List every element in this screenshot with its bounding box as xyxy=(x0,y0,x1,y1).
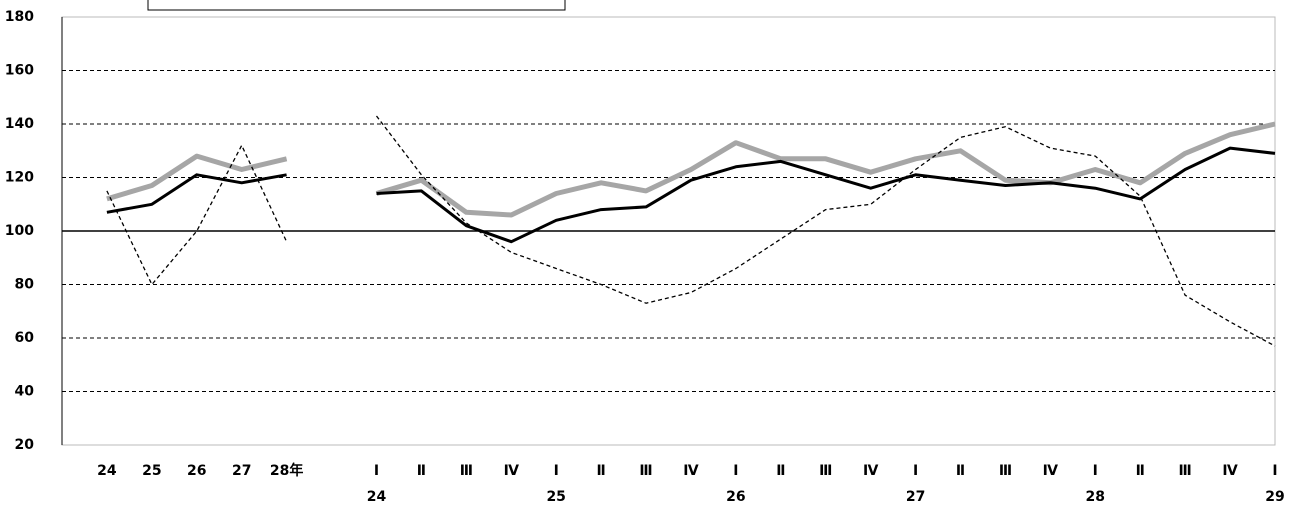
x-tick-label: Ⅳ xyxy=(1222,463,1238,479)
x-tick-label: Ⅱ xyxy=(776,463,785,479)
x-sub-label: 24 xyxy=(367,489,387,505)
x-tick-label: 27 xyxy=(232,463,251,479)
y-tick-label: 60 xyxy=(15,330,35,346)
x-tick-label: Ⅳ xyxy=(683,463,699,479)
x-tick-label: 25 xyxy=(142,463,161,479)
x-tick-label: Ⅰ xyxy=(1093,463,1098,479)
legend-box xyxy=(147,0,566,11)
x-tick-label: Ⅲ xyxy=(639,463,652,479)
x-sub-label: 25 xyxy=(546,489,565,505)
x-tick-label: Ⅰ xyxy=(554,463,559,479)
x-tick-label: 26 xyxy=(187,463,206,479)
x-tick-label: Ⅳ xyxy=(1043,463,1059,479)
x-tick-label: Ⅰ xyxy=(374,463,379,479)
x-tick-label: Ⅳ xyxy=(863,463,879,479)
series-line xyxy=(106,146,1276,244)
x-sub-label: 27 xyxy=(906,489,925,505)
x-tick-label: Ⅰ xyxy=(913,463,918,479)
x-sub-label: 29 xyxy=(1265,489,1284,505)
y-tick-label: 140 xyxy=(5,116,34,132)
x-tick-label: Ⅱ xyxy=(1136,463,1145,479)
x-sub-label: 26 xyxy=(726,489,745,505)
x-tick-label: Ⅲ xyxy=(819,463,832,479)
x-sub-label: 28 xyxy=(1086,489,1105,505)
y-tick-label: 100 xyxy=(5,223,34,239)
x-tick-label: Ⅰ xyxy=(733,463,738,479)
x-tick-label: Ⅲ xyxy=(1179,463,1192,479)
x-tick-label: 24 xyxy=(97,463,117,479)
y-tick-label: 80 xyxy=(15,277,35,293)
x-tick-label: Ⅰ xyxy=(1272,463,1277,479)
y-tick-label: 160 xyxy=(5,63,34,79)
x-tick-label: Ⅳ xyxy=(504,463,520,479)
x-tick-label: Ⅱ xyxy=(596,463,605,479)
y-tick-label: 120 xyxy=(5,170,34,186)
x-tick-label: Ⅲ xyxy=(999,463,1012,479)
x-tick-label: Ⅱ xyxy=(417,463,426,479)
y-tick-label: 40 xyxy=(15,384,35,400)
x-tick-label: Ⅱ xyxy=(956,463,965,479)
series-line xyxy=(106,121,1276,218)
series-line xyxy=(106,115,1276,347)
y-tick-label: 20 xyxy=(15,437,35,453)
y-tick-label: 180 xyxy=(5,9,34,25)
x-tick-label: 28年 xyxy=(270,462,303,479)
x-tick-label: Ⅲ xyxy=(460,463,473,479)
